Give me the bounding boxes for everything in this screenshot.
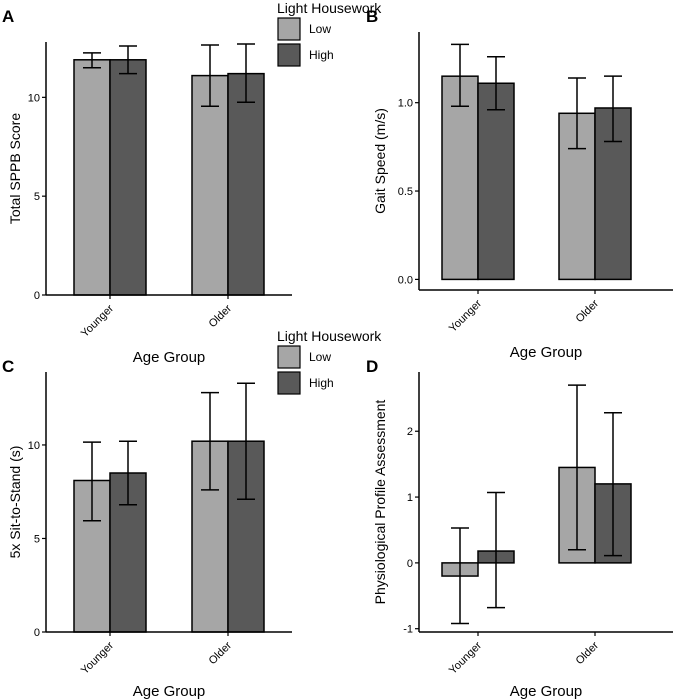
y-tick-label: -1 [403,624,413,636]
legend-swatch-low [277,345,301,369]
x-axis-title: Age Group [510,683,583,700]
legend-swatch-high [277,371,301,395]
y-tick-label: 1 [407,492,413,504]
y-tick-label: 10 [28,440,40,452]
error-bar-low-older [201,391,219,491]
error-bar-high-older [237,382,255,500]
y-axis-title: Total SPPB Score [7,113,23,224]
y-axis-title: Physiological Profile Assessment [372,400,388,605]
y-tick-label: 10 [28,92,40,104]
legend-2: Light Housework Low High [277,328,382,395]
x-tick-label: Older [207,302,235,330]
error-bar-low-younger [451,43,469,107]
error-bar-high-younger [487,491,505,609]
panel-c: C 0 5 10 Younger Older 5x Sit-to-Stand (s) Age … [2,357,292,700]
bar-high-older [227,72,265,296]
error-bar-low-younger [83,441,101,522]
panel-letter: C [2,357,14,376]
error-bar-low-younger [83,52,101,69]
panel-d: D -1 0 1 2 Younger Older Physiological Profile … [366,357,673,700]
legend-title: Light Housework [277,328,382,344]
error-bar-low-younger [451,527,469,625]
x-tick-label: Younger [79,302,116,339]
y-tick-label: 0 [407,558,413,570]
error-bar-high-younger [119,440,137,506]
bar-high-younger [109,59,147,296]
x-tick-label: Older [574,297,602,325]
panel-a: A 0 5 10 Younger Older Total SPPB Score Age Gro… [2,7,292,366]
error-bar-low-older [201,44,219,107]
error-bar-high-younger [119,45,137,75]
error-bar-low-older [568,77,586,150]
x-axis-title: Age Group [133,349,206,366]
bar-high-younger [477,82,515,281]
y-axis-title: 5x Sit-to-Stand (s) [7,446,23,559]
y-tick-label: 0 [34,290,40,302]
error-bar-high-older [237,43,255,104]
panel-b: B 0.0 0.5 1.0 Younger Older Gait Speed (m/s) Ag… [366,7,673,361]
x-axis-title: Age Group [510,344,583,361]
x-tick-label: Older [207,639,235,667]
error-bar-high-younger [487,55,505,111]
legend-1: Light Housework Low High [277,0,382,67]
panel-letter: B [366,7,378,26]
legend-title: Light Housework [277,0,382,16]
y-tick-label: 2 [407,426,413,438]
panel-letter: D [366,357,378,376]
y-tick-label: 5 [34,533,40,545]
legend-label-low: Low [309,22,331,36]
error-bar-high-older [604,75,622,143]
legend-label-high: High [309,48,334,62]
x-axis-title: Age Group [133,683,206,700]
y-tick-label: 0.0 [398,274,413,286]
legend-label-low: Low [309,350,331,364]
y-tick-label: 1.0 [398,98,413,110]
y-tick-label: 0.5 [398,186,413,198]
legend-swatch-low [277,17,301,41]
y-tick-label: 0 [34,627,40,639]
error-bar-low-older [568,384,586,551]
legend-swatch-high [277,43,301,67]
y-axis-title: Gait Speed (m/s) [372,108,388,214]
legend-label-high: High [309,376,334,390]
x-tick-label: Younger [79,639,116,676]
x-tick-label: Younger [447,639,484,676]
x-tick-label: Younger [447,297,484,334]
y-tick-label: 5 [34,191,40,203]
error-bar-high-older [604,412,622,557]
x-tick-label: Older [574,639,602,667]
panel-letter: A [2,7,14,26]
bar-low-older [191,74,229,296]
bar-low-younger [73,59,111,296]
